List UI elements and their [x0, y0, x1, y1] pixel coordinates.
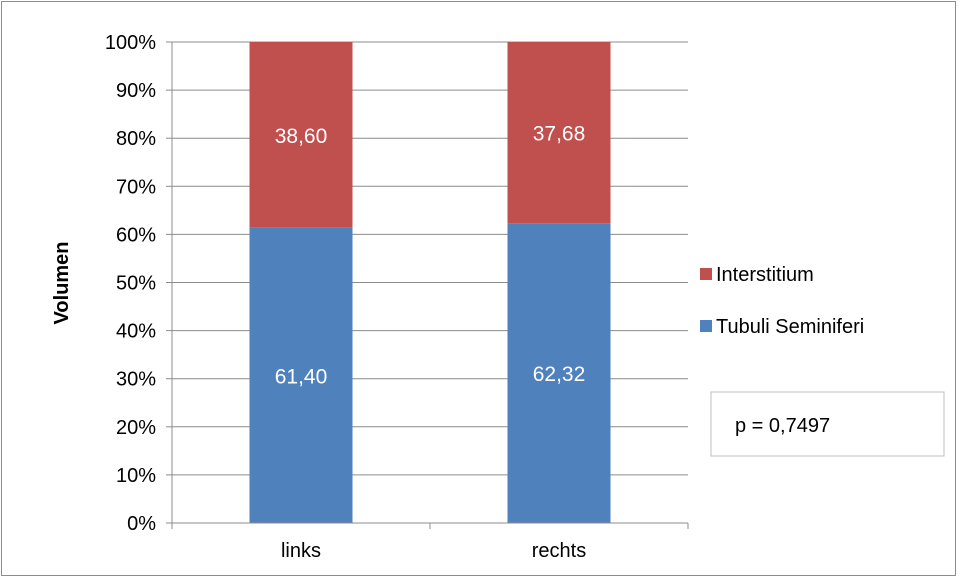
legend-label: Tubuli Seminiferi [716, 316, 864, 338]
y-tick-label: 0% [127, 513, 156, 535]
data-label: 61,40 [275, 365, 328, 388]
y-tick-label: 100% [105, 32, 156, 54]
p-value-box-frame [710, 391, 945, 457]
data-label: 38,60 [275, 125, 328, 148]
p-value-text: p = 0,7497 [735, 415, 830, 437]
data-label: 62,32 [533, 363, 586, 386]
legend-label: Interstitium [716, 264, 814, 286]
y-axis-ticks: 0% 10% 20% 30% 40% 50% 60% 70% 80% 90% 100% [105, 32, 173, 535]
x-tick-label: links [281, 540, 321, 562]
y-tick-label: 30% [116, 369, 156, 391]
y-tick-label: 40% [116, 321, 156, 343]
bar-segment [507, 223, 611, 524]
y-axis-label: Volumen [51, 242, 73, 325]
y-tick-label: 90% [116, 80, 156, 102]
bars: 61,40 38,60 62,32 37,68 [249, 42, 611, 524]
data-label: 37,68 [533, 123, 586, 146]
bar-segment [507, 42, 611, 224]
x-tick-label: rechts [532, 540, 586, 562]
legend-swatch [700, 320, 712, 332]
y-tick-label: 20% [116, 417, 156, 439]
legend-swatch [700, 268, 712, 280]
y-tick-label: 60% [116, 224, 156, 246]
y-tick-label: 10% [116, 465, 156, 487]
x-axis: links rechts [171, 522, 689, 562]
gridlines [172, 41, 688, 524]
p-value-box: p = 0,7497 [710, 391, 945, 457]
y-tick-label: 70% [116, 176, 156, 198]
bar-segment [249, 42, 353, 228]
y-tick-label: 80% [116, 128, 156, 150]
legend: Interstitium Tubuli Seminiferi [700, 264, 864, 338]
bar-segment [249, 227, 353, 523]
y-tick-label: 50% [116, 273, 156, 295]
